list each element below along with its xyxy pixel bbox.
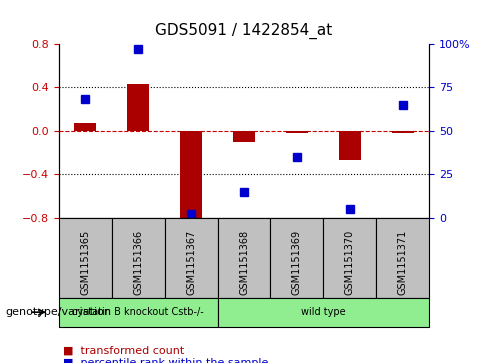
FancyBboxPatch shape [324, 218, 376, 298]
Text: GSM1151370: GSM1151370 [345, 230, 355, 295]
FancyBboxPatch shape [59, 298, 218, 327]
Text: GSM1151371: GSM1151371 [398, 230, 408, 295]
FancyBboxPatch shape [270, 218, 324, 298]
Bar [392, 131, 413, 133]
FancyBboxPatch shape [218, 298, 429, 327]
Bar [233, 131, 255, 142]
Text: cystatin B knockout Cstb-/-: cystatin B knockout Cstb-/- [72, 307, 204, 317]
Text: GSM1151368: GSM1151368 [239, 230, 249, 295]
FancyBboxPatch shape [164, 218, 218, 298]
Text: GSM1151366: GSM1151366 [133, 230, 143, 295]
FancyBboxPatch shape [218, 218, 270, 298]
Text: genotype/variation: genotype/variation [5, 307, 111, 317]
FancyBboxPatch shape [112, 218, 164, 298]
Title: GDS5091 / 1422854_at: GDS5091 / 1422854_at [155, 23, 333, 40]
Text: ■  transformed count: ■ transformed count [63, 345, 184, 355]
Bar [75, 123, 96, 131]
Text: GSM1151369: GSM1151369 [292, 230, 302, 295]
Text: wild type: wild type [301, 307, 346, 317]
FancyBboxPatch shape [59, 218, 112, 298]
Bar [339, 131, 361, 160]
Text: ■  percentile rank within the sample: ■ percentile rank within the sample [63, 358, 269, 363]
Bar [286, 131, 307, 133]
Bar [127, 84, 149, 131]
FancyBboxPatch shape [376, 218, 429, 298]
Bar [181, 131, 202, 220]
Text: GSM1151367: GSM1151367 [186, 230, 196, 295]
Text: GSM1151365: GSM1151365 [80, 230, 90, 295]
